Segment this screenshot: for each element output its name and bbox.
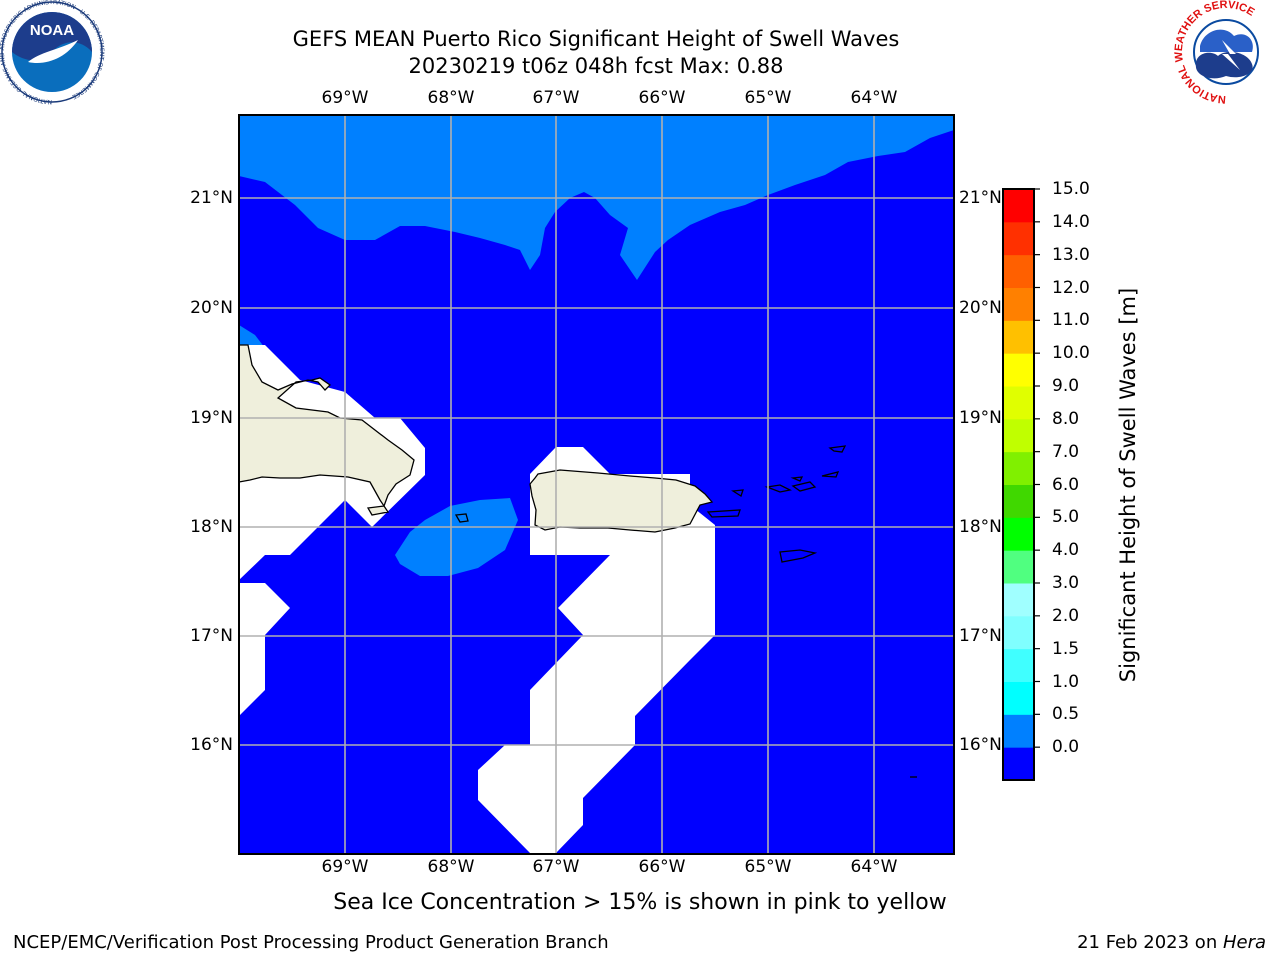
noaa-logo: NOAA NATIONAL OCEANIC AND ATMOSPHERIC AD… xyxy=(0,0,105,105)
lon-tick-bottom: 64°W xyxy=(850,857,898,877)
colorbar-tick-label: 3.0 xyxy=(1052,573,1080,593)
lat-tick-left: 20°N xyxy=(190,298,233,318)
colorbar-tick-label: 14.0 xyxy=(1052,211,1090,232)
swell-contour-0.5-mona xyxy=(395,498,518,576)
lat-tick-left: 17°N xyxy=(190,626,233,646)
sea-ice-note: Sea Ice Concentration > 15% is shown in … xyxy=(0,890,1280,915)
colorbar-tick-label: 11.0 xyxy=(1052,310,1090,331)
lon-tick-bottom: 65°W xyxy=(744,857,792,877)
lat-tick-right: 17°N xyxy=(959,626,1002,646)
lat-tick-right: 20°N xyxy=(959,298,1002,318)
colorbar-tick-label: 10.0 xyxy=(1052,343,1090,364)
colorbar-tick-label: 13.0 xyxy=(1052,244,1090,265)
lat-tick-left: 18°N xyxy=(190,517,233,537)
lon-tick-top: 68°W xyxy=(427,88,475,108)
map-frame xyxy=(238,114,955,855)
lon-tick-bottom: 68°W xyxy=(427,857,475,877)
lon-tick-top: 67°W xyxy=(532,88,580,108)
land-hispaniola xyxy=(238,344,415,516)
lat-tick-left: 16°N xyxy=(190,735,233,755)
chart-title: GEFS MEAN Puerto Rico Significant Height… xyxy=(292,27,900,51)
map-panel xyxy=(238,114,955,855)
colorbar-tick-label: 4.0 xyxy=(1052,540,1080,561)
svg-text:NOAA: NOAA xyxy=(30,22,74,39)
sea-ice-note-text: Sea Ice Concentration > 15% is shown in … xyxy=(333,890,947,915)
colorbar-tick-label: 7.0 xyxy=(1052,441,1080,462)
colorbar-tick-label: 0.0 xyxy=(1052,737,1080,758)
lon-tick-bottom: 66°W xyxy=(638,857,686,877)
lon-tick-bottom: 69°W xyxy=(321,857,369,877)
graticule xyxy=(239,115,954,854)
colorbar-tick-label: 5.0 xyxy=(1052,507,1080,528)
colorbar-tick-label: 0.5 xyxy=(1052,704,1080,725)
islands xyxy=(454,445,917,778)
colorbar-tick-label: 2.0 xyxy=(1052,605,1080,626)
colorbar-tick-label: 1.5 xyxy=(1052,638,1080,659)
lon-tick-top: 64°W xyxy=(850,88,898,108)
footer-date: 21 Feb 2023 on Hera xyxy=(1077,932,1266,953)
lon-tick-top: 65°W xyxy=(744,88,792,108)
lat-tick-right: 16°N xyxy=(959,735,1002,755)
chart-subtitle: 20230219 t06z 048h fcst Max: 0.88 xyxy=(408,54,784,78)
nws-logo: NATIONAL WEATHER SERVICE xyxy=(1173,0,1272,105)
lat-tick-left: 19°N xyxy=(190,408,233,428)
lon-tick-top: 69°W xyxy=(321,88,369,108)
colorbar-tick-label: 6.0 xyxy=(1052,474,1080,495)
lat-tick-right: 19°N xyxy=(959,408,1002,428)
footer-organization: NCEP/EMC/Verification Post Processing Pr… xyxy=(13,932,609,953)
colorbar-tick-label: 8.0 xyxy=(1052,408,1080,429)
colorbar-tick-label: 15.0 xyxy=(1052,179,1090,199)
lat-tick-right: 21°N xyxy=(959,188,1002,208)
land-puerto-rico xyxy=(529,469,714,533)
colorbar-tick-label: 1.0 xyxy=(1052,671,1080,692)
colorbar-label: Significant Height of Swell Waves [m] xyxy=(1116,287,1140,683)
lon-tick-bottom: 67°W xyxy=(532,857,580,877)
lat-tick-left: 21°N xyxy=(190,188,233,208)
footer-date-text: 21 Feb 2023 on xyxy=(1077,932,1223,953)
footer-host: Hera xyxy=(1222,932,1266,953)
lat-tick-right: 18°N xyxy=(959,517,1002,537)
colorbar-tick-label: 12.0 xyxy=(1052,277,1090,298)
colorbar-tick-label: 9.0 xyxy=(1052,376,1080,396)
lon-tick-top: 66°W xyxy=(638,88,686,108)
